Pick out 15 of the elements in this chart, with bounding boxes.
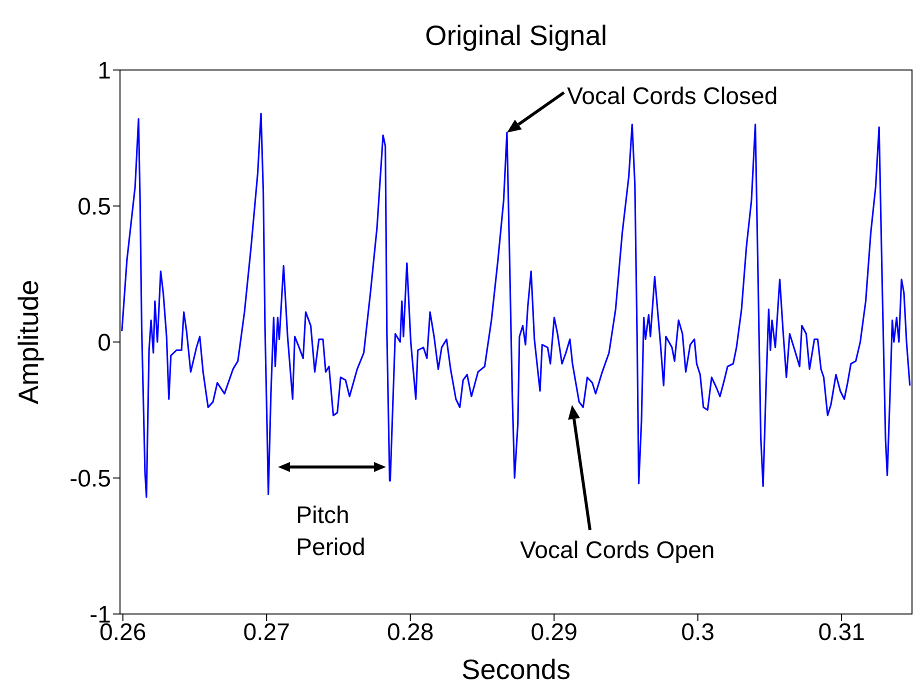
x-tick-label: 0.3 <box>681 619 715 646</box>
x-tick-label: 0.29 <box>530 619 578 646</box>
y-axis-title: Amplitude <box>13 280 44 404</box>
annotation: Pitch Period <box>296 501 366 563</box>
x-tick-label: 0.28 <box>386 619 434 646</box>
annotation: Vocal Cords Open <box>520 536 716 566</box>
x-tick-label: 0.31 <box>818 619 865 646</box>
y-tick-label: 1 <box>98 58 111 85</box>
x-axis-title: Seconds <box>462 654 570 685</box>
x-tick-label: 0.27 <box>243 619 290 646</box>
annotation: Vocal Cords Closed <box>566 82 779 112</box>
y-tick-label: 0 <box>98 330 111 357</box>
chart-title: Original Signal <box>424 20 608 52</box>
y-tick-label: 0.5 <box>78 194 111 221</box>
y-tick-label: -0.5 <box>70 466 111 493</box>
